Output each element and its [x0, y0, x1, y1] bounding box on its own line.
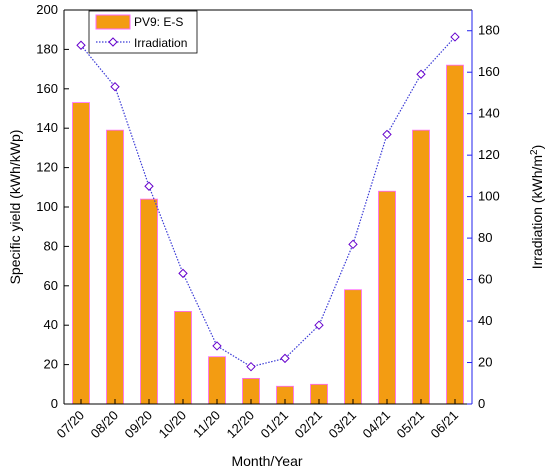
bar [106, 129, 124, 405]
y-tick-label-left: 20 [44, 357, 58, 372]
x-tick-label: 08/20 [88, 408, 122, 442]
line-point [212, 341, 222, 351]
x-tick-label: 06/21 [428, 408, 462, 442]
x-tick-label: 04/21 [360, 408, 394, 442]
x-tick-label: 07/20 [54, 408, 88, 442]
x-tick-label: 10/20 [156, 408, 190, 442]
bar [140, 198, 158, 405]
legend-bar-swatch [95, 14, 131, 30]
line-point [416, 69, 426, 79]
legend-label-bar: PV9: E-S [134, 15, 183, 29]
y-tick-label-right: 80 [478, 230, 492, 245]
y-tick-label-left: 40 [44, 317, 58, 332]
x-tick-label: 03/21 [326, 408, 360, 442]
legend: PV9: E-S Irradiation [88, 10, 198, 54]
bar [446, 64, 464, 405]
bar-series [72, 64, 464, 405]
bar [378, 190, 396, 405]
bar [72, 102, 90, 405]
y-tick-label-left: 200 [36, 2, 58, 17]
line-point [246, 361, 256, 372]
line-point [76, 40, 86, 50]
y-tick-label-right: 0 [478, 396, 485, 411]
x-tick-label: 05/21 [394, 408, 428, 442]
axes: 0 20 40 60 80 100 120 140 160 180 200 0 20 40 60 80 100 1… [36, 2, 499, 441]
y-tick-label-right: 40 [478, 313, 492, 328]
line-series [76, 32, 460, 372]
y-tick-label-left: 140 [36, 120, 58, 135]
bar [174, 311, 192, 405]
x-axis-title: Month/Year [231, 453, 302, 469]
line-point [382, 129, 392, 140]
y-tick-label-right: 140 [478, 106, 500, 121]
y-tick-label-left: 160 [36, 81, 58, 96]
legend-diamond-marker [108, 37, 118, 47]
line-path [80, 36, 456, 368]
x-tick-label: 12/20 [224, 408, 258, 442]
bar [208, 356, 226, 405]
y-tick-label-right: 120 [478, 147, 500, 162]
x-tick-label: 09/20 [122, 408, 156, 442]
line-point [450, 32, 460, 42]
y-axis-title-left: Specific yield (kWh/kWp) [7, 130, 23, 285]
y-tick-label-right: 180 [478, 23, 500, 38]
bar [344, 289, 362, 405]
y-tick-label-right: 60 [478, 272, 492, 287]
line-point [110, 82, 120, 92]
bar [412, 129, 430, 405]
x-tick-label: 11/20 [190, 408, 223, 441]
line-point [348, 239, 358, 250]
legend-label-line: Irradiation [134, 36, 187, 50]
y-tick-label-right: 160 [478, 64, 500, 79]
x-tick-label: 01/21 [258, 408, 292, 442]
x-tick-label: 02/21 [292, 408, 326, 442]
y-tick-label-left: 100 [36, 199, 58, 214]
line-point [314, 320, 324, 330]
y-tick-label-left: 60 [44, 278, 58, 293]
line-point [144, 181, 154, 191]
y-tick-label-left: 0 [51, 396, 58, 411]
y-tick-label-right: 100 [478, 189, 500, 204]
line-point [178, 268, 188, 279]
y-tick-label-left: 180 [36, 41, 58, 56]
y-tick-label-right: 20 [478, 355, 492, 370]
y-axis-title-right: Irradiation (kWh/m2) [529, 145, 545, 270]
line-point [280, 353, 290, 364]
y-tick-label-left: 80 [44, 238, 58, 253]
y-tick-label-left: 120 [36, 160, 58, 175]
